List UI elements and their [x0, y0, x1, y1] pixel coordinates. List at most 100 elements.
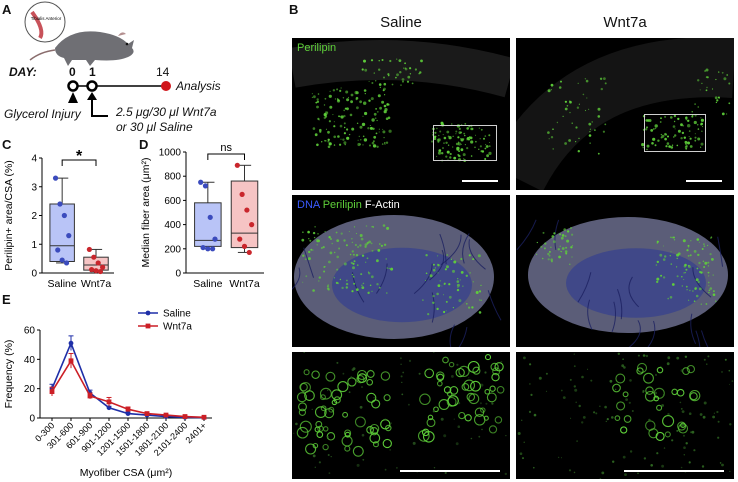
- panel-label-b: B: [289, 2, 299, 17]
- significance-label: ns: [220, 142, 232, 154]
- data-point: [106, 405, 112, 411]
- scale-bar: [400, 470, 500, 472]
- data-point: [125, 406, 131, 412]
- panel-a-schematic: Tibialis Anterior: [24, 1, 134, 66]
- data-point: [86, 246, 92, 253]
- y-tick-label: 3: [31, 182, 37, 193]
- column-heading-saline: Saline: [380, 14, 422, 31]
- muscle-icon: [30, 10, 44, 40]
- y-tick-label: 1: [31, 240, 37, 251]
- significance-label: *: [76, 148, 83, 165]
- significance-bracket: [207, 153, 245, 160]
- data-point: [239, 191, 245, 197]
- series-line-saline: [51, 341, 205, 419]
- y-tick-label: 400: [164, 220, 181, 231]
- perilipin-label: Perilipin: [322, 199, 362, 211]
- data-point: [205, 246, 211, 252]
- panel-label-c: C: [2, 137, 12, 152]
- scale-bar: [462, 180, 498, 182]
- analysis-dot: [161, 81, 171, 91]
- column-heading-wnt7a: Wnt7a: [603, 14, 647, 31]
- x-axis-label: Myofiber CSA (μm²): [80, 467, 172, 479]
- injury-arrow: [68, 92, 78, 103]
- box-saline: [49, 203, 75, 262]
- zoom-region-box: [644, 114, 706, 152]
- micrograph-saline-zoom: [292, 352, 510, 479]
- data-point: [87, 393, 93, 399]
- panel-label-e: E: [2, 292, 11, 307]
- data-point: [88, 266, 95, 273]
- y-tick-label: 800: [164, 172, 181, 183]
- y-tick-label: 60: [24, 326, 36, 337]
- micrograph-wnt7a-perilipin: [516, 38, 734, 190]
- y-tick-label: 600: [164, 196, 181, 207]
- data-point: [246, 249, 252, 256]
- data-point: [237, 236, 243, 242]
- micrograph-saline-perilipin: Perilipin: [292, 38, 510, 190]
- micrograph-wnt7a-merged: [516, 195, 734, 347]
- x-tick-label: Wnt7a: [229, 278, 260, 290]
- data-point: [52, 175, 59, 181]
- data-point: [234, 162, 240, 168]
- data-point: [93, 268, 99, 274]
- data-point: [63, 260, 70, 266]
- data-point: [59, 257, 65, 263]
- data-point: [210, 246, 216, 252]
- x-tick-label: 2401+: [183, 420, 208, 445]
- legend-marker: [145, 323, 151, 329]
- legend-marker: [145, 310, 151, 316]
- x-tick-label: Wnt7a: [81, 278, 112, 290]
- injury-label: Glycerol Injury: [4, 107, 81, 121]
- y-tick-label: 20: [24, 384, 36, 395]
- box-wnt7a: [230, 180, 259, 249]
- data-point: [125, 411, 131, 416]
- data-point: [68, 358, 74, 364]
- y-tick-label: 0: [31, 269, 37, 280]
- treatment-line2: or 30 μl Saline: [116, 120, 193, 134]
- panel-label-a: A: [2, 2, 12, 17]
- y-tick-label: 200: [164, 244, 181, 255]
- data-point: [244, 207, 250, 213]
- data-point: [249, 222, 255, 228]
- day-0-label: 0: [69, 65, 76, 79]
- y-tick-label: 2: [31, 211, 37, 222]
- micrograph-saline-merged: DNA Perilipin F-Actin: [292, 195, 510, 347]
- legend-entry: Wnt7a: [163, 322, 192, 333]
- data-point: [207, 214, 213, 220]
- merged-channel-labels: DNA Perilipin F-Actin: [297, 199, 400, 211]
- data-point: [202, 183, 209, 189]
- data-point: [241, 243, 248, 249]
- legend-entry: Saline: [163, 309, 191, 320]
- data-point: [201, 414, 207, 420]
- data-point: [212, 236, 218, 242]
- y-axis-label: Frequency (%): [3, 340, 15, 409]
- data-point: [49, 389, 55, 394]
- day-1-label: 1: [89, 65, 96, 79]
- day-label: DAY:: [9, 65, 37, 79]
- data-point: [68, 340, 74, 346]
- day-14-label: 14: [156, 65, 170, 79]
- data-point: [61, 212, 67, 219]
- y-axis-label: Median fiber area (μm²): [140, 158, 152, 268]
- y-tick-label: 4: [31, 154, 37, 165]
- data-point: [55, 247, 61, 253]
- muscle-inset-circle: [24, 1, 66, 43]
- chart-d: 0 200 400 600 800 1000 Median fiber area (μm²)…: [140, 142, 264, 290]
- treatment-arrow: [91, 100, 108, 117]
- day-1-marker: [86, 80, 98, 92]
- significance-bracket: [61, 159, 97, 166]
- mouse-tag-text: Tibialis Anterior: [31, 16, 62, 21]
- data-point: [198, 179, 204, 185]
- scale-bar: [624, 470, 724, 472]
- data-point: [91, 254, 97, 260]
- y-axis-label: Perilipin+ area/CSA (%): [3, 160, 15, 271]
- x-tick-label: Saline: [193, 278, 222, 290]
- micrograph-wnt7a-zoom: [516, 352, 734, 479]
- data-point: [200, 244, 206, 251]
- y-tick-label: 0: [29, 414, 35, 425]
- data-point: [106, 399, 112, 405]
- timeline: [67, 80, 171, 117]
- y-tick-label: 1000: [159, 148, 182, 159]
- y-tick-label: 40: [24, 355, 36, 366]
